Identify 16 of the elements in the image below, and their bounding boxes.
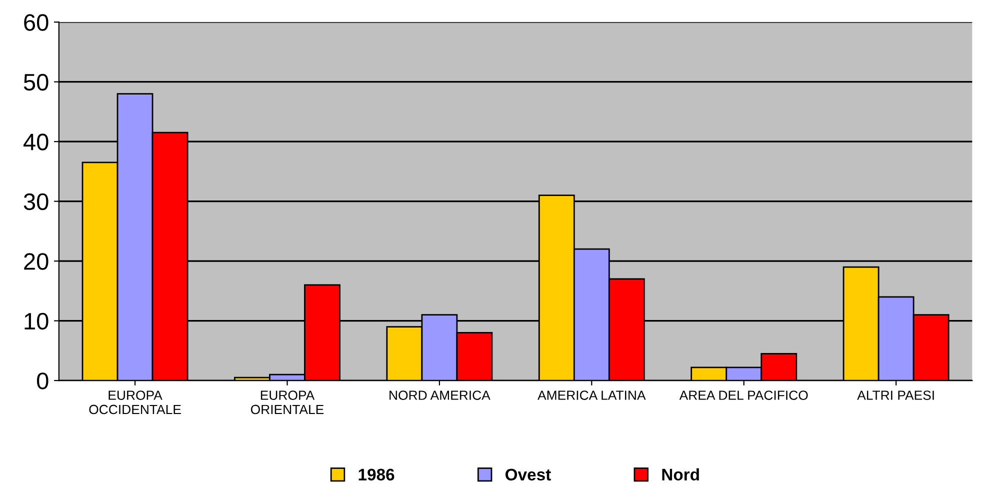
legend-label: Nord bbox=[662, 468, 699, 481]
y-tick-label: 20 bbox=[24, 253, 48, 270]
x-tick-label: EUROPA OCCIDENTALE bbox=[89, 390, 181, 414]
x-tick-label: AREA DEL PACIFICO bbox=[679, 390, 808, 400]
legend-label: 1986 bbox=[358, 468, 394, 481]
y-tick-label: 50 bbox=[24, 74, 48, 91]
y-tick-label: 30 bbox=[24, 193, 48, 210]
y-tick-label: 60 bbox=[24, 14, 48, 31]
legend-label: Ovest bbox=[506, 468, 551, 481]
x-tick-label: ALTRI PAESI bbox=[857, 390, 934, 400]
y-tick-label: 0 bbox=[36, 372, 48, 390]
x-tick-label: EUROPA ORIENTALE bbox=[250, 390, 324, 414]
y-tick-label: 10 bbox=[24, 312, 48, 330]
y-tick-label: 40 bbox=[23, 134, 48, 150]
x-tick-label: AMERICA LATINA bbox=[538, 390, 646, 400]
x-tick-label: NORD AMERICA bbox=[390, 390, 490, 400]
